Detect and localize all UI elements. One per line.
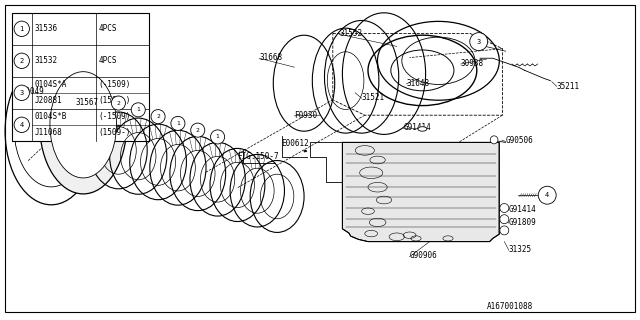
Text: G91414: G91414 — [509, 205, 536, 214]
Text: 30938: 30938 — [461, 60, 484, 68]
Text: G91809: G91809 — [509, 218, 536, 227]
Text: 35211: 35211 — [557, 82, 580, 91]
Text: 31567: 31567 — [76, 98, 99, 107]
Bar — [12, 13, 149, 141]
Text: G90506: G90506 — [506, 136, 533, 145]
Text: (1509-): (1509-) — [99, 128, 131, 137]
Text: 31668: 31668 — [259, 53, 282, 62]
Ellipse shape — [14, 53, 29, 68]
Text: 2: 2 — [116, 100, 120, 106]
Ellipse shape — [500, 215, 509, 224]
Ellipse shape — [191, 123, 205, 137]
Text: 3: 3 — [20, 90, 24, 96]
Text: 2: 2 — [196, 128, 200, 133]
Ellipse shape — [40, 56, 127, 194]
Text: 31552: 31552 — [339, 29, 362, 38]
Text: (1509-): (1509-) — [99, 96, 131, 105]
Text: 0104S*A: 0104S*A — [35, 80, 67, 89]
Text: 0104S*B: 0104S*B — [35, 112, 67, 121]
Text: 4: 4 — [20, 122, 24, 128]
Ellipse shape — [211, 130, 225, 144]
Text: 4PCS: 4PCS — [99, 24, 117, 33]
Ellipse shape — [131, 103, 145, 117]
Text: 31325: 31325 — [509, 245, 532, 254]
Circle shape — [418, 127, 427, 131]
Text: 31521: 31521 — [362, 93, 385, 102]
Text: 2: 2 — [156, 114, 160, 119]
Ellipse shape — [14, 21, 29, 36]
Text: 31536: 31536 — [35, 24, 58, 33]
Text: 1: 1 — [136, 107, 140, 112]
Text: G90906: G90906 — [410, 252, 437, 260]
Text: (-1509): (-1509) — [99, 80, 131, 89]
Ellipse shape — [14, 117, 29, 132]
Ellipse shape — [171, 116, 185, 131]
Text: E00612: E00612 — [282, 140, 309, 148]
Text: 2: 2 — [20, 58, 24, 64]
Text: 1: 1 — [20, 26, 24, 32]
Ellipse shape — [151, 109, 165, 124]
Text: FRONT: FRONT — [95, 124, 121, 133]
Ellipse shape — [490, 136, 498, 144]
Ellipse shape — [470, 33, 488, 51]
Text: J20881: J20881 — [35, 96, 62, 105]
Text: J11068: J11068 — [35, 128, 62, 137]
Text: (-1509): (-1509) — [99, 112, 131, 121]
Text: 31648: 31648 — [406, 79, 429, 88]
Ellipse shape — [538, 186, 556, 204]
Ellipse shape — [50, 72, 116, 178]
Text: FIG.150-7: FIG.150-7 — [237, 152, 278, 161]
Text: 31532: 31532 — [35, 56, 58, 65]
Ellipse shape — [500, 226, 509, 235]
Ellipse shape — [500, 204, 509, 212]
Text: F0930: F0930 — [294, 111, 317, 120]
Text: 4PCS: 4PCS — [99, 56, 117, 65]
Text: 4: 4 — [545, 192, 549, 198]
Text: 1: 1 — [176, 121, 180, 126]
Text: A167001088: A167001088 — [486, 302, 532, 311]
Text: F10049: F10049 — [16, 87, 44, 96]
Ellipse shape — [111, 96, 125, 110]
Polygon shape — [342, 142, 499, 242]
Text: 1: 1 — [216, 134, 220, 140]
Ellipse shape — [14, 85, 29, 100]
Text: 3: 3 — [477, 39, 481, 44]
Text: G91414: G91414 — [403, 124, 431, 132]
